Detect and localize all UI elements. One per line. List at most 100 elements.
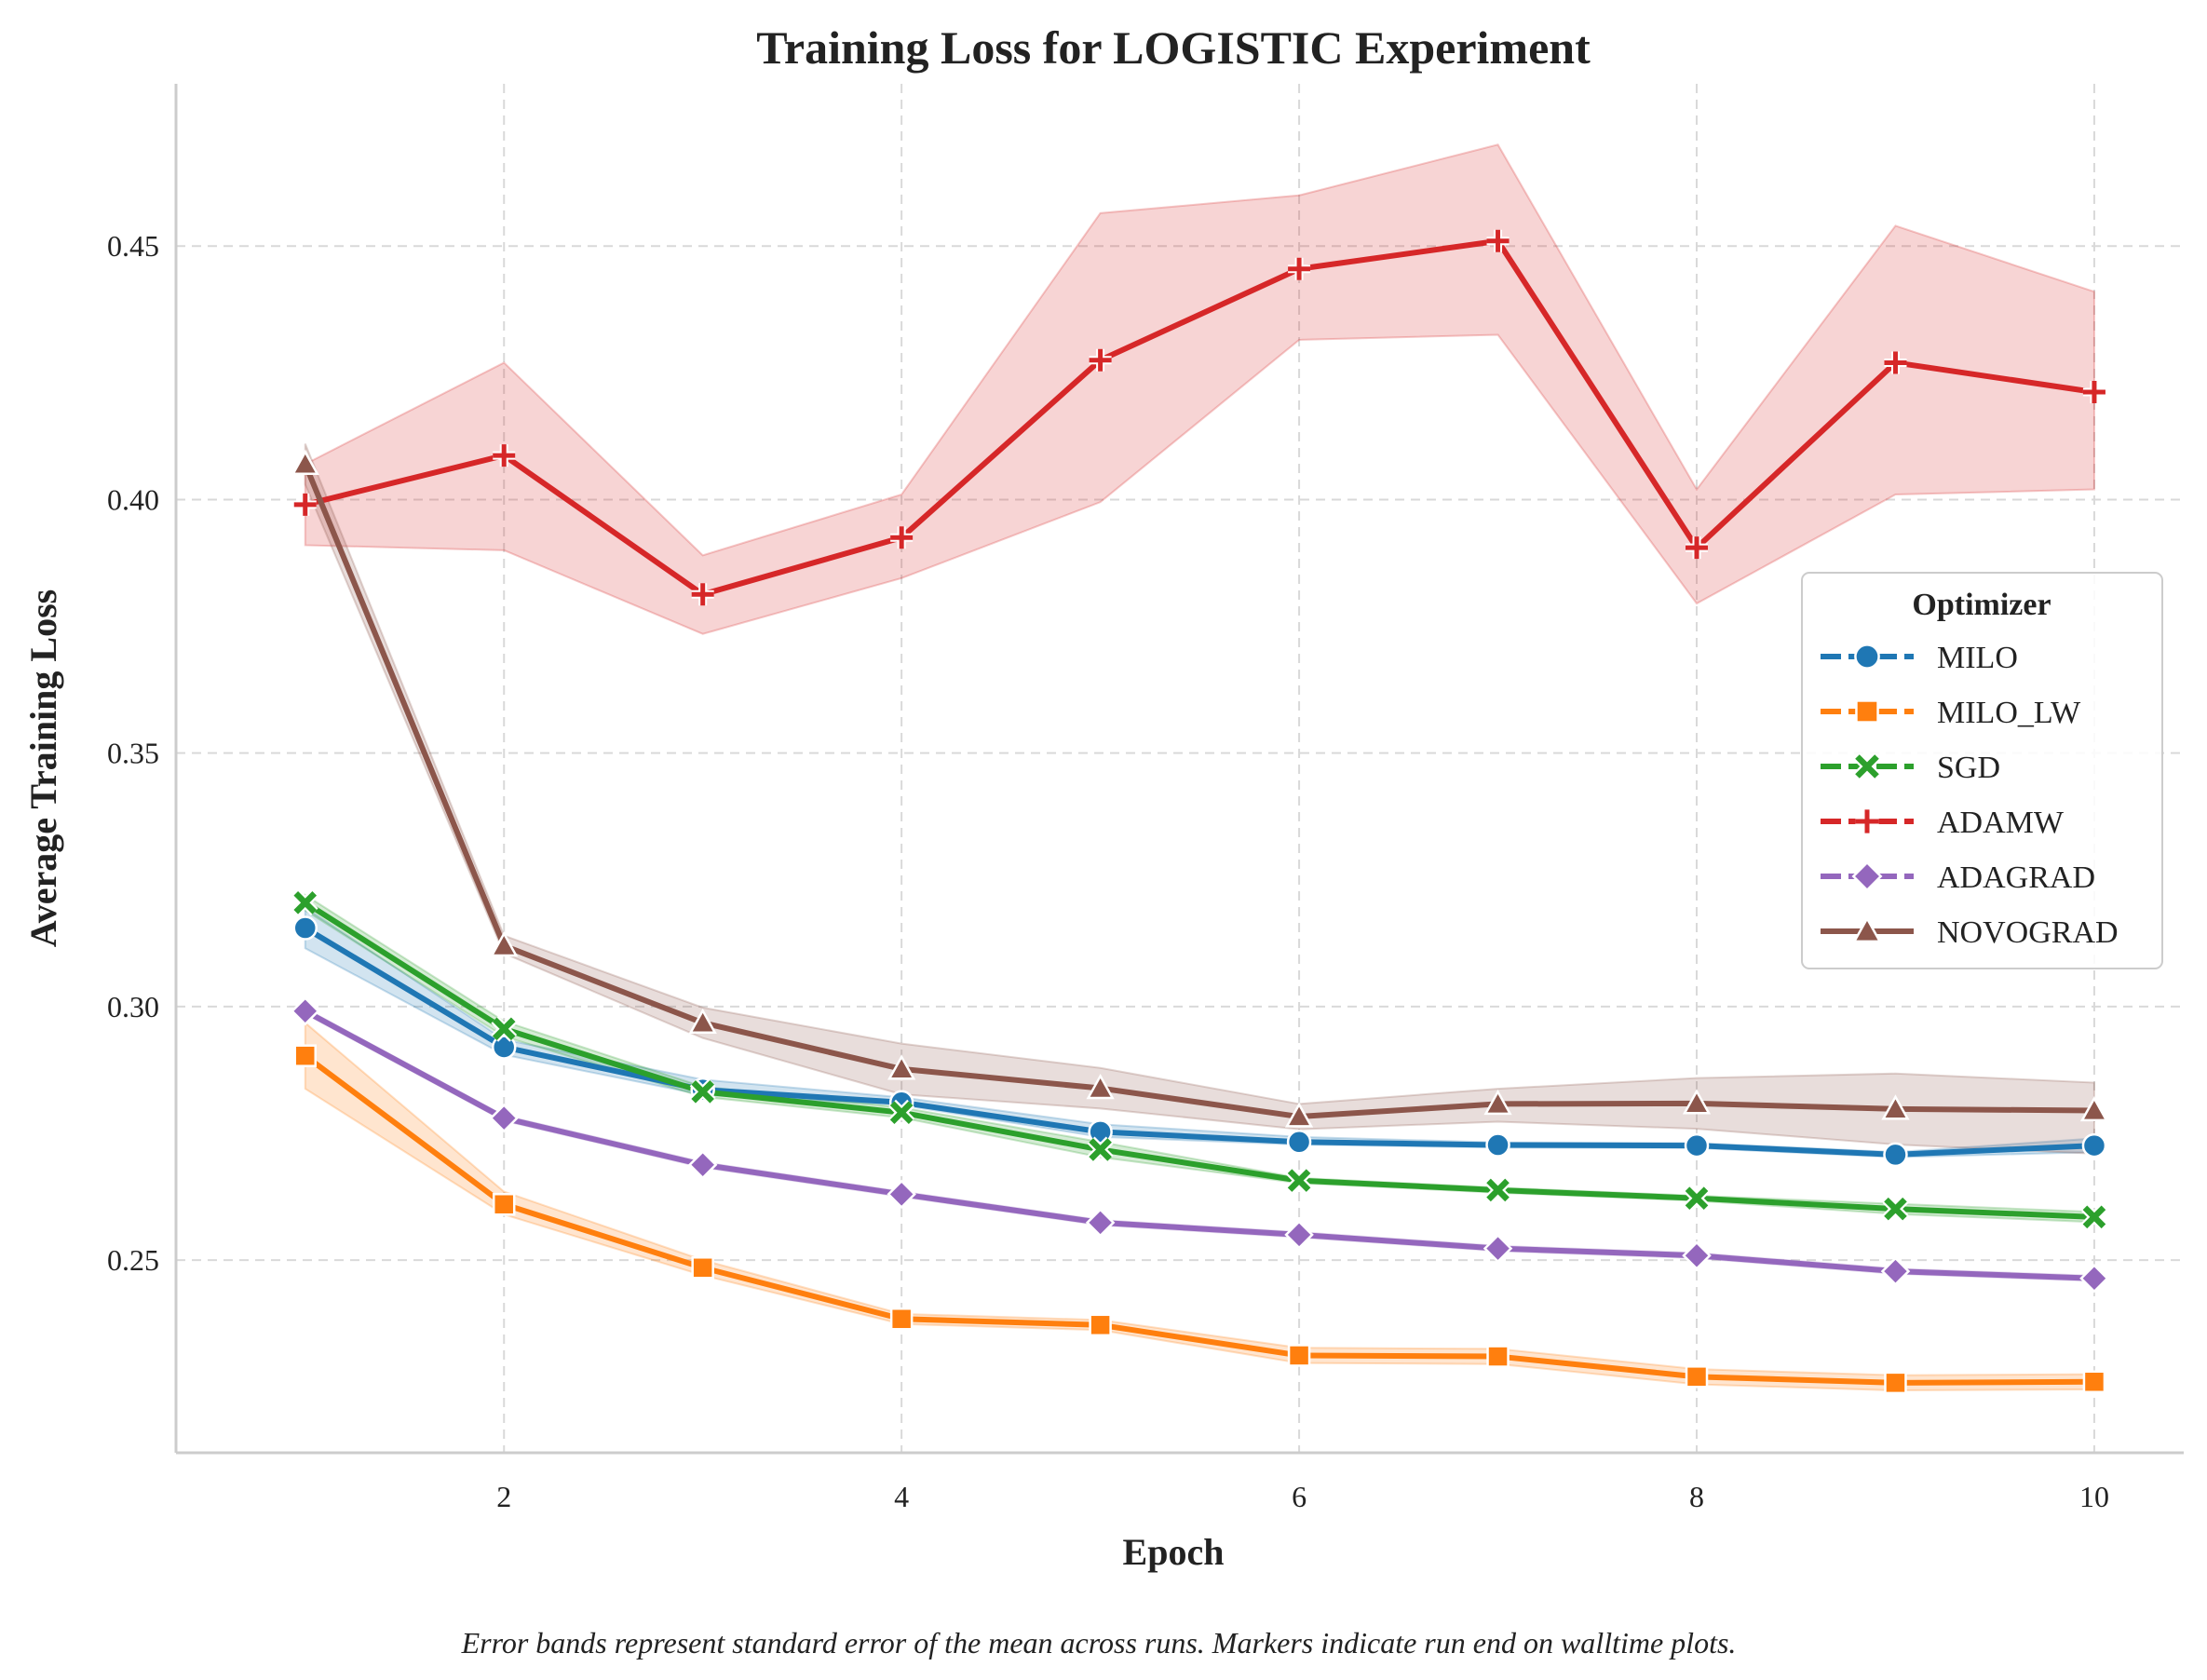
adamw-point <box>890 526 914 549</box>
legend-swatch-marker <box>1855 699 1879 724</box>
legend-item-adagrad: ADAGRAD <box>1821 860 2095 895</box>
adamw-point <box>2082 381 2105 404</box>
novograd-point <box>688 1008 717 1034</box>
axes <box>174 84 2184 1455</box>
sgd-point <box>1882 1196 1909 1223</box>
milo-lw-line <box>302 1052 2097 1386</box>
legend-swatch-marker <box>1853 752 1881 780</box>
legend-title: Optimizer <box>1912 588 2051 622</box>
legend-label: ADAMW <box>1937 806 2065 840</box>
sgd-line <box>302 900 2097 1220</box>
caption: Error bands represent standard error of … <box>461 1626 1737 1660</box>
adamw-line <box>302 237 2097 598</box>
milo-lw-point <box>1884 1371 1907 1395</box>
milo-lw-point <box>691 1256 714 1280</box>
milo-point <box>292 915 318 941</box>
milo-lw-point <box>293 1044 318 1067</box>
tick-labels: 2 4 6 8 10 0.25 0.30 0.35 0.40 0.45 <box>107 229 2109 1513</box>
adagrad-point <box>290 996 320 1026</box>
milo-lw-point <box>1287 1344 1311 1367</box>
legend-item-milo: MILO <box>1821 641 2018 675</box>
novograd-point <box>1284 1102 1314 1128</box>
sgd-point <box>1484 1177 1511 1203</box>
sgd-point <box>1087 1136 1114 1163</box>
sgd-point <box>888 1099 915 1126</box>
legend-swatch-marker <box>1851 860 1883 892</box>
series-lines <box>302 237 2097 1386</box>
adamw-point <box>691 583 714 606</box>
legend: Optimizer MILO MILO_LW SGD ADAMW ADAGRAD NOVO… <box>1801 572 2163 969</box>
legend-label: SGD <box>1937 751 2000 785</box>
adamw-point <box>1884 351 1907 374</box>
milo-point <box>1485 1132 1510 1158</box>
adagrad-point <box>1682 1240 1712 1270</box>
x-tick-label: 6 <box>1292 1480 1307 1513</box>
adagrad-point <box>887 1179 916 1210</box>
sgd-point <box>491 1015 518 1042</box>
chart-title: Training Loss for LOGISTIC Experiment <box>756 21 1591 74</box>
adagrad-point <box>1483 1233 1513 1264</box>
adagrad-point <box>1284 1220 1314 1250</box>
novograd-point <box>1483 1089 1512 1116</box>
sgd-point <box>2081 1203 2107 1230</box>
milo-line <box>302 925 2097 1158</box>
y-tick-label: 0.25 <box>107 1243 159 1277</box>
novograd-point <box>291 449 319 475</box>
legend-item-adamw: ADAMW <box>1821 806 2065 840</box>
y-tick-label: 0.35 <box>107 737 159 770</box>
milo-lw-point <box>492 1192 516 1216</box>
legend-label: MILO <box>1937 641 2018 675</box>
milo-lw-point <box>1685 1365 1709 1389</box>
legend-item-milo-lw: MILO_LW <box>1821 696 2081 730</box>
novograd-point <box>1682 1089 1712 1115</box>
milo-lw-point <box>1486 1345 1510 1368</box>
y-tick-label: 0.30 <box>107 990 159 1023</box>
adagrad-point <box>489 1103 519 1133</box>
legend-label: NOVOGRAD <box>1937 915 2119 950</box>
milo-point <box>1883 1142 1908 1168</box>
adagrad-point <box>2079 1263 2109 1294</box>
novograd-point <box>887 1054 916 1080</box>
milo-lw-point <box>2082 1370 2106 1394</box>
legend-label: ADAGRAD <box>1937 860 2095 895</box>
adamw-point <box>293 493 317 516</box>
adamw-point <box>1486 229 1510 252</box>
x-tick-label: 8 <box>1689 1480 1704 1513</box>
legend-swatch-marker <box>1855 809 1879 833</box>
novograd-point <box>1086 1073 1115 1100</box>
series-markers <box>290 229 2109 1395</box>
sgd-point <box>1684 1185 1710 1212</box>
adagrad-point <box>1085 1208 1116 1238</box>
adamw-point <box>1686 536 1709 560</box>
legend-item-novograd: NOVOGRAD <box>1821 915 2119 950</box>
x-tick-label: 4 <box>894 1480 909 1513</box>
adagrad-point <box>687 1149 718 1180</box>
legend-label: MILO_LW <box>1937 696 2081 730</box>
novograd-line <box>302 461 2097 1120</box>
y-tick-label: 0.40 <box>107 482 159 516</box>
adagrad-line <box>302 1008 2097 1281</box>
x-tick-label: 2 <box>496 1480 511 1513</box>
sgd-point <box>1286 1167 1312 1194</box>
y-axis-label: Average Training Loss <box>22 589 64 947</box>
milo-point <box>1286 1130 1312 1155</box>
sgd-point <box>291 889 318 916</box>
legend-item-sgd: SGD <box>1821 751 2000 785</box>
milo-lw-point <box>1089 1313 1112 1337</box>
adamw-point <box>493 444 516 467</box>
novograd-point <box>1881 1094 1910 1120</box>
y-tick-label: 0.45 <box>107 229 159 263</box>
adamw-point <box>1288 257 1311 280</box>
adagrad-point <box>1880 1256 1911 1286</box>
adamw-point <box>1089 348 1112 372</box>
legend-swatch-marker <box>1854 644 1880 670</box>
adamw-error-band <box>304 143 2095 635</box>
novograd-point <box>490 930 519 957</box>
legend-swatch-marker <box>1852 915 1882 943</box>
x-axis-label: Epoch <box>1123 1531 1225 1573</box>
milo-lw-point <box>889 1307 914 1331</box>
sgd-point <box>689 1078 716 1105</box>
x-tick-label: 10 <box>2079 1480 2109 1513</box>
milo-point <box>1684 1132 1710 1158</box>
